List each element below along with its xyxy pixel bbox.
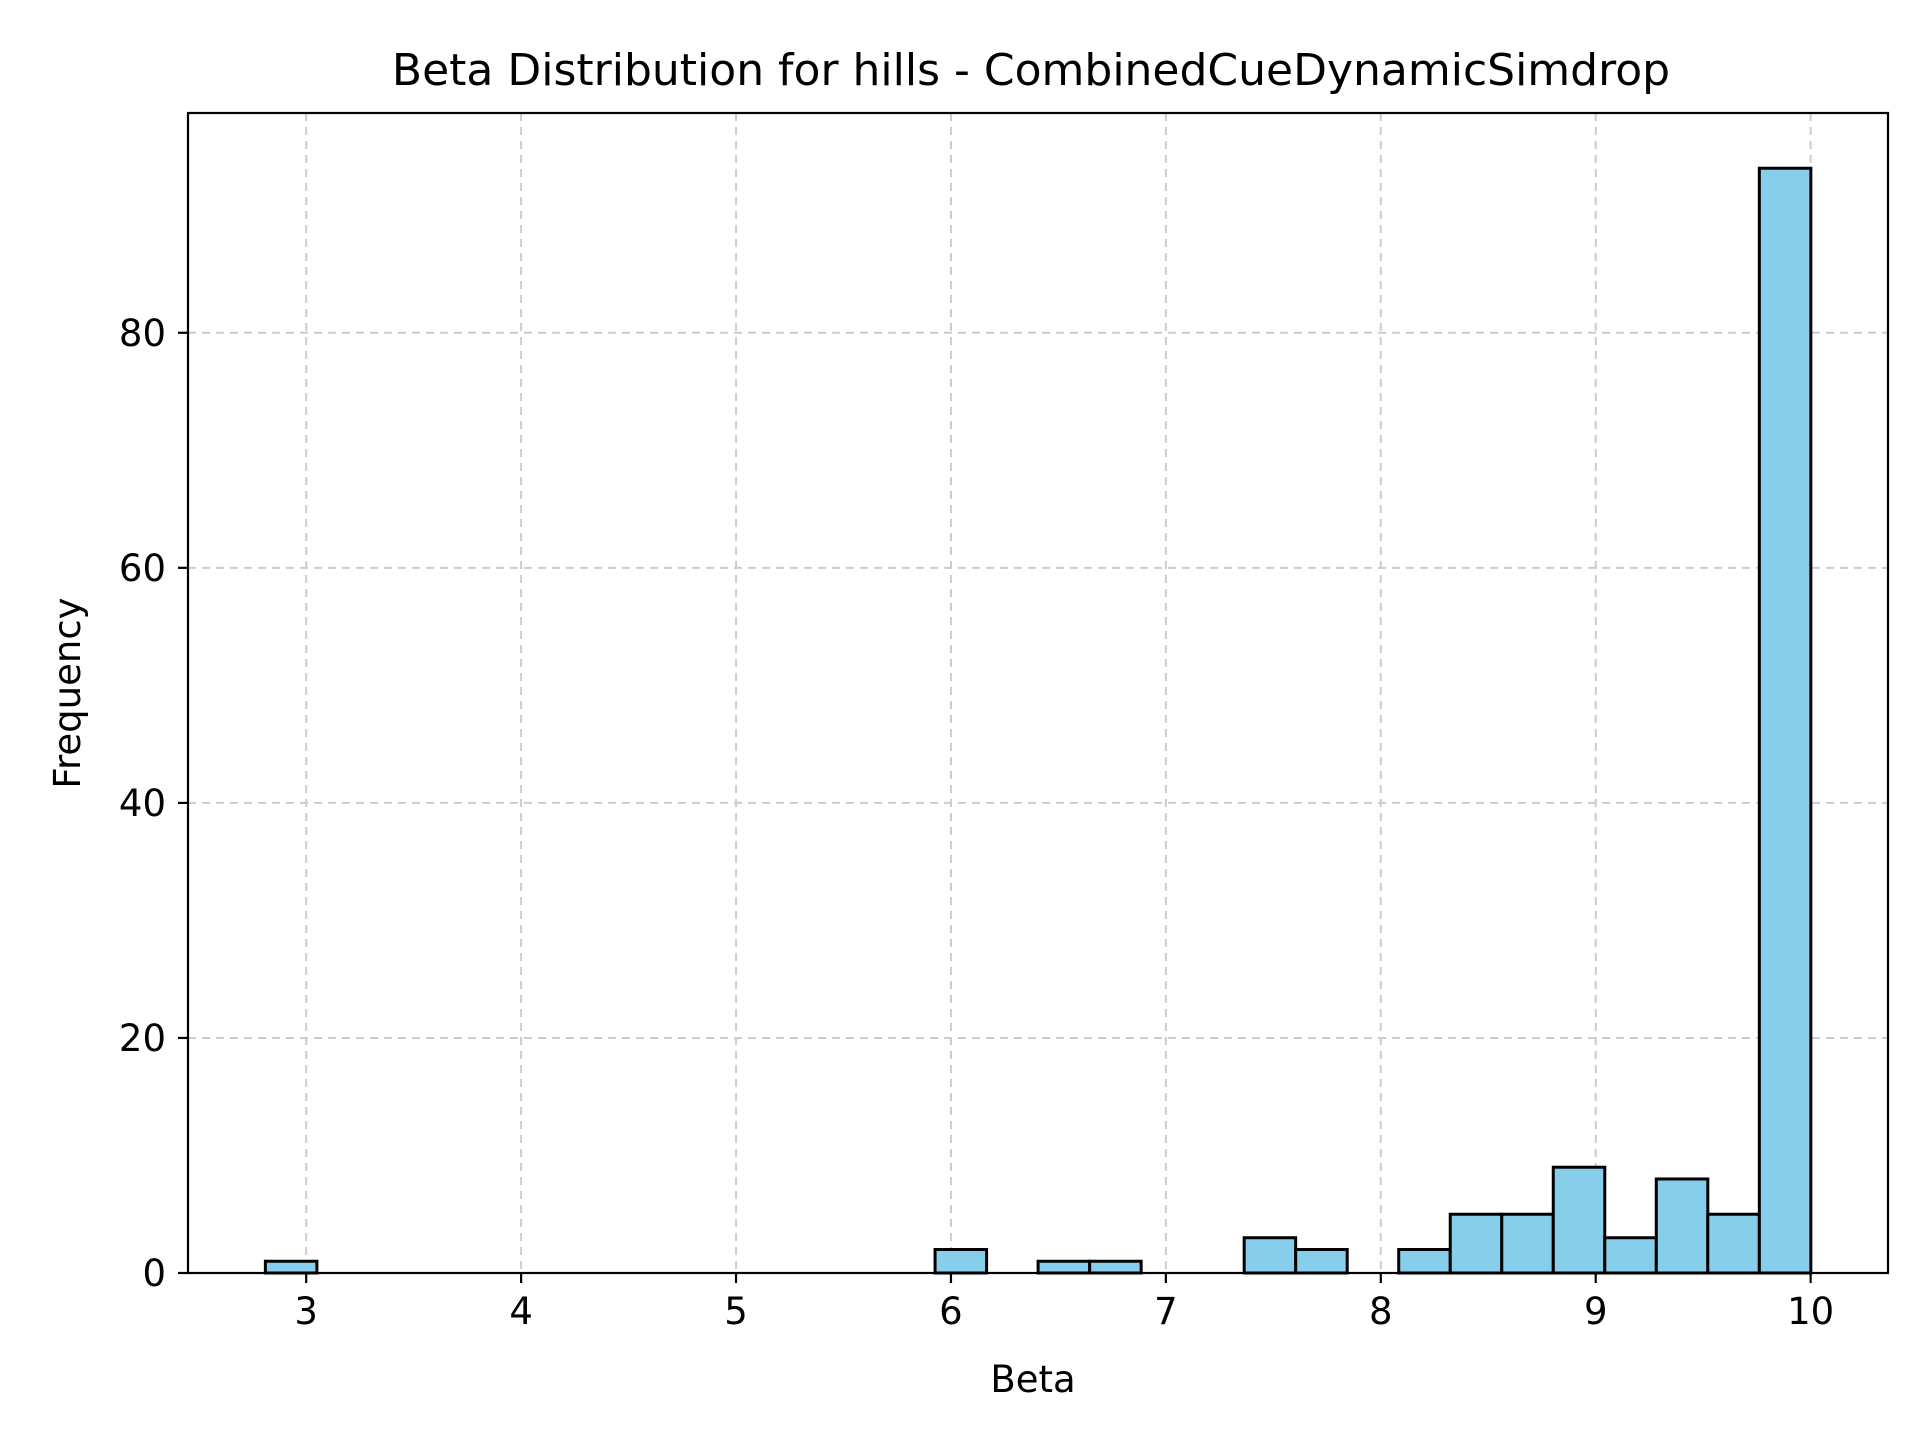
plot-frame (186, 111, 1890, 1275)
histogram-bar (1757, 166, 1813, 1275)
x-tick-label: 4 (509, 1290, 533, 1333)
grid-layer (188, 113, 1888, 1273)
y-tick-label: 60 (119, 547, 166, 590)
x-tick-label: 3 (294, 1290, 318, 1333)
x-tick-label: 8 (1369, 1290, 1393, 1333)
histogram-bar (1397, 1247, 1452, 1275)
y-tick-label: 80 (119, 312, 166, 355)
bars-layer (263, 166, 1813, 1275)
x-tick-label: 9 (1584, 1290, 1608, 1333)
x-tick-label: 7 (1154, 1290, 1178, 1333)
chart-title: Beta Distribution for hills - CombinedCu… (392, 45, 1670, 96)
histogram-bar (1242, 1236, 1298, 1275)
histogram-bar (1036, 1259, 1092, 1275)
y-axis-label: Frequency (46, 597, 89, 788)
histogram-bar (1706, 1212, 1761, 1275)
histogram-bar (1500, 1212, 1555, 1275)
histogram-bar (1294, 1247, 1349, 1275)
x-axis: 3 4 5 6 7 8 9 10 (294, 1273, 1834, 1333)
x-tick-label: 6 (939, 1290, 963, 1333)
histogram-bar (1603, 1236, 1658, 1275)
histogram-bar (1448, 1212, 1504, 1275)
y-tick-label: 20 (119, 1017, 166, 1060)
histogram-bar (1551, 1165, 1607, 1275)
y-axis: 0 20 40 60 80 (119, 312, 188, 1295)
y-tick-label: 0 (142, 1252, 166, 1295)
histogram-bar (1088, 1259, 1143, 1275)
x-tick-label: 5 (724, 1290, 748, 1333)
histogram-bar (1654, 1177, 1710, 1275)
y-tick-label: 40 (119, 782, 166, 825)
x-axis-label: Beta (990, 1358, 1075, 1401)
x-tick-label: 10 (1787, 1290, 1834, 1333)
histogram-bar (933, 1247, 989, 1275)
histogram-bar (263, 1259, 319, 1275)
